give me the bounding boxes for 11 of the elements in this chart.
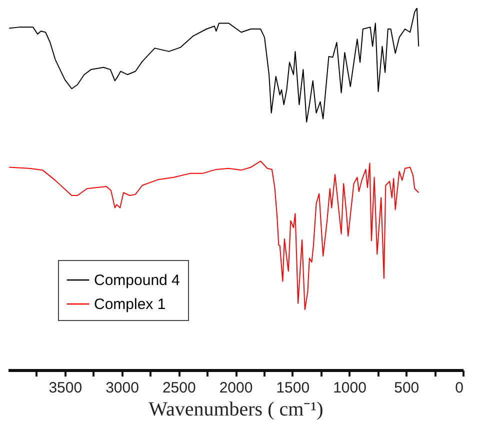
x-tick-label: 2500 <box>162 380 196 396</box>
x-tick-label: 0 <box>455 380 464 396</box>
x-tick-label: 1500 <box>276 380 310 396</box>
x-axis-title: Wavenumbers ( cm⁻¹) <box>148 398 324 420</box>
x-tick-label: 2000 <box>219 380 253 396</box>
x-tick-label: 3000 <box>106 380 139 396</box>
x-tick-label: 500 <box>394 380 420 396</box>
x-tick-label: 3500 <box>48 380 82 396</box>
legend-label: Complex 1 <box>94 296 166 313</box>
legend-label: Compound 4 <box>94 272 180 289</box>
x-tick-label: 1000 <box>333 380 366 396</box>
